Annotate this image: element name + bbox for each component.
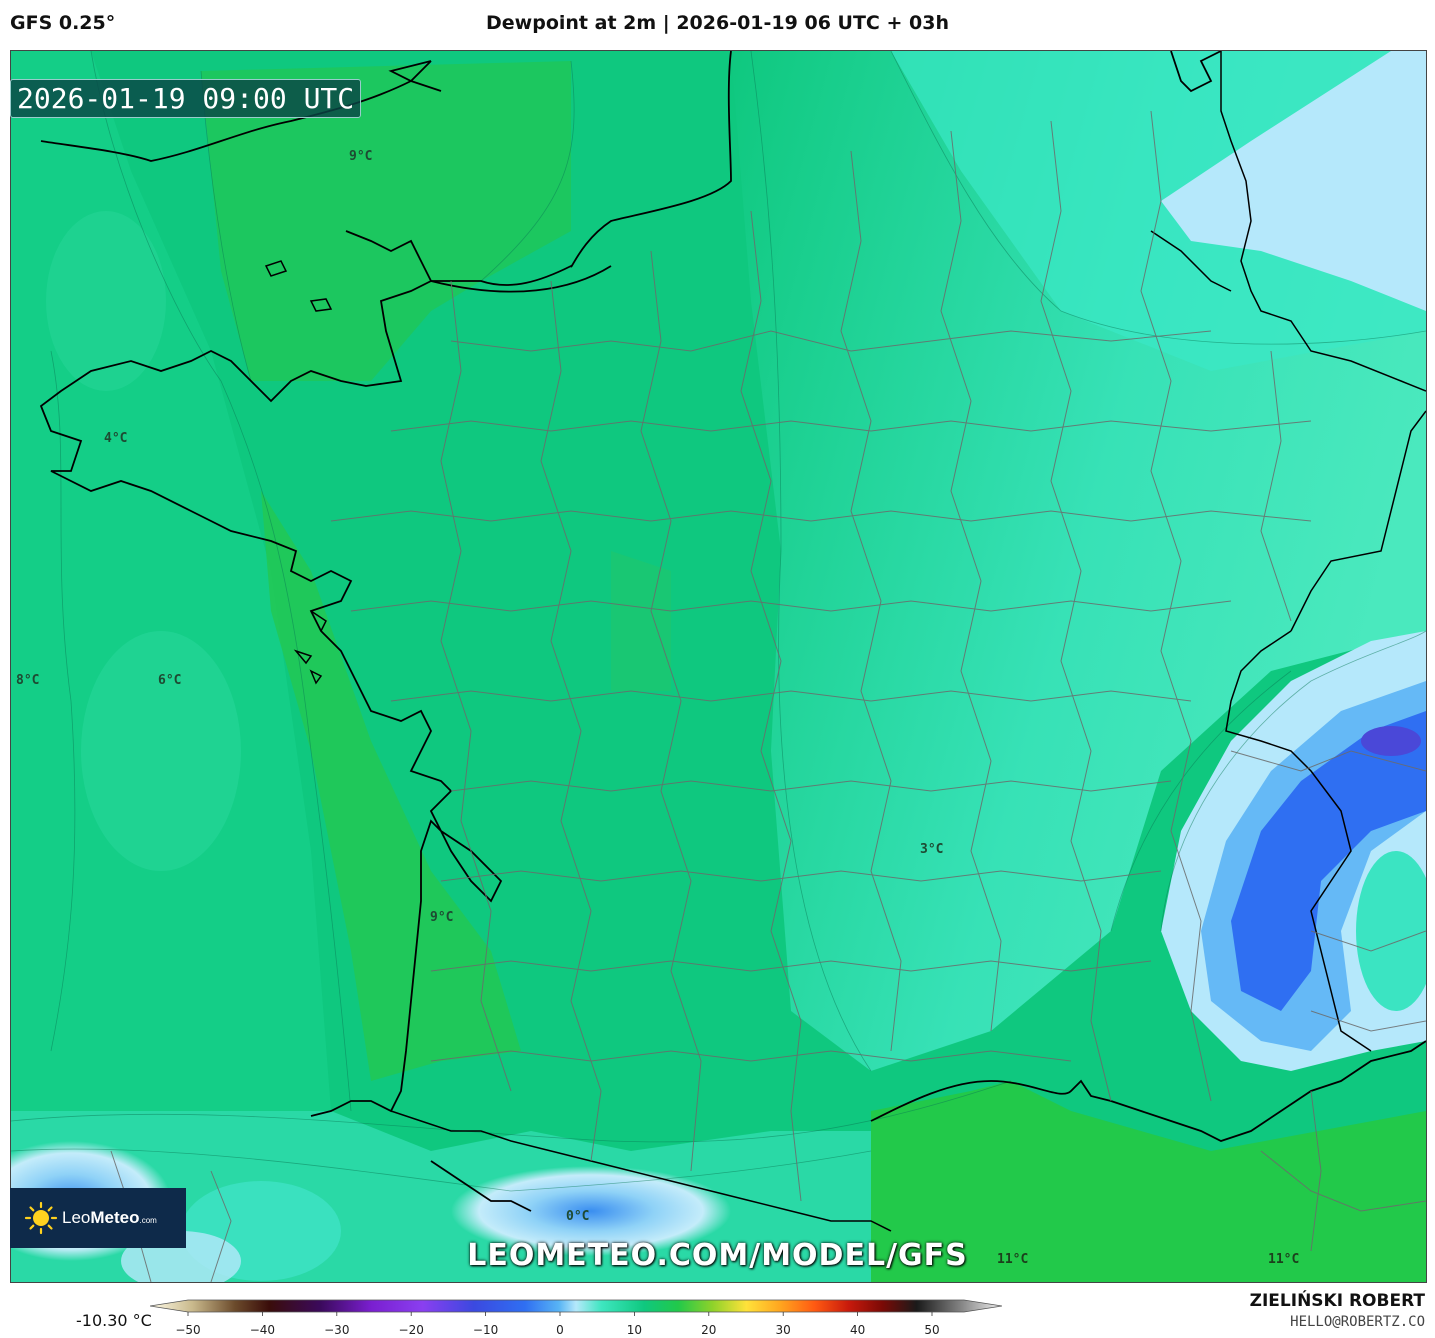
- contour-label-9c-channel: 9°C: [349, 149, 373, 164]
- leometeo-logo[interactable]: LeoMeteo.com: [10, 1188, 186, 1248]
- contour-label-8c-west: 8°C: [16, 673, 40, 688]
- contour-label-0c-pyrenees: 0°C: [566, 1209, 590, 1224]
- site-watermark: LEOMETEO.COM/MODEL/GFS: [467, 1238, 968, 1273]
- colorbar-ticks: −50 −40 −30 −20 −10 0 10 20 30 40 50: [175, 1312, 940, 1337]
- alps-coldest-core: [1361, 726, 1421, 756]
- forecast-timestamp: 2026-01-19 09:00 UTC: [10, 79, 362, 118]
- colorbar-tick-label: −20: [399, 1323, 424, 1337]
- benelux-cold-area: [1161, 51, 1426, 311]
- colorbar-tick-label: −50: [175, 1323, 200, 1337]
- colorbar-tick-label: 30: [776, 1323, 791, 1337]
- model-name: GFS 0.25°: [10, 12, 116, 34]
- contour-label-3c-east: 3°C: [920, 842, 944, 857]
- colorbar: −50 −40 −30 −20 −10 0 10 20 30 40 50: [150, 1299, 1002, 1337]
- dewpoint-map: [10, 50, 1427, 1283]
- central-warm-patch: [611, 551, 671, 691]
- colorbar-tick-label: 10: [627, 1323, 642, 1337]
- alps-cold-core: [1231, 711, 1426, 1011]
- sun-icon: [24, 1201, 58, 1235]
- author-name: ZIELIŃSKI ROBERT: [1249, 1291, 1425, 1311]
- contour-lines: [11, 51, 1426, 1192]
- colorbar-tick-label: −10: [473, 1323, 498, 1337]
- mediterranean-warm-area: [871, 1081, 1426, 1282]
- logo-brand-bold: Meteo: [90, 1208, 140, 1227]
- bay-cool-patch: [81, 631, 241, 871]
- colorbar-tick-label: 40: [850, 1323, 865, 1337]
- map-canvas: [11, 51, 1426, 1282]
- contour-label-11c-med: 11°C: [1268, 1252, 1300, 1267]
- colorbar-tick-label: 0: [556, 1323, 564, 1337]
- colorbar-min-label: -10.30 °C: [76, 1311, 152, 1330]
- author-email[interactable]: HELLO@ROBERTZ.CO: [1290, 1314, 1425, 1330]
- colorbar-tick-label: 50: [924, 1323, 939, 1337]
- map-title: Dewpoint at 2m | 2026-01-19 06 UTC + 03h: [486, 12, 949, 34]
- colorbar-tick-label: −40: [250, 1323, 275, 1337]
- logo-text: LeoMeteo.com: [62, 1208, 157, 1228]
- channel-warm-band: [201, 61, 571, 381]
- admin-boundaries: [110, 110, 1426, 1282]
- colorbar-tick-label: −30: [324, 1323, 349, 1337]
- contour-label-9c-aquitaine: 9°C: [430, 910, 454, 925]
- ocean-cool-patch: [46, 211, 166, 391]
- logo-suffix: .com: [139, 1216, 157, 1225]
- national-borders: [390, 51, 1426, 1232]
- contour-label-4c-brittany: 4°C: [104, 431, 128, 446]
- islands: [264, 260, 333, 685]
- contour-label-6c-bay: 6°C: [158, 673, 182, 688]
- contour-label-11c-gulf: 11°C: [997, 1252, 1029, 1267]
- po-valley-patch: [1356, 851, 1426, 1011]
- logo-brand-light: Leo: [62, 1208, 91, 1227]
- aquitaine-warm-band: [261, 491, 521, 1081]
- pyrenees-cold-area: [451, 1166, 731, 1256]
- colorbar-ramp: [150, 1299, 1002, 1313]
- colorbar-tick-label: 20: [701, 1323, 716, 1337]
